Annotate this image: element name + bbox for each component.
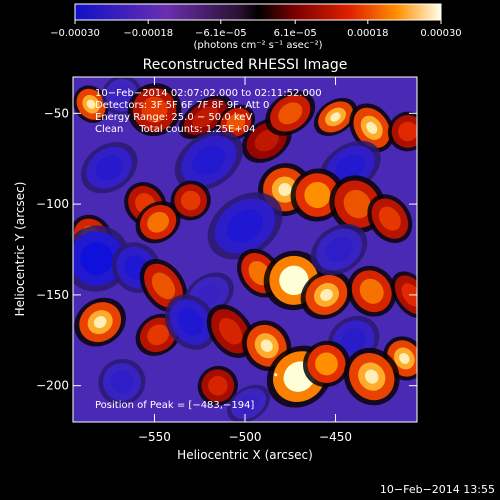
source-peak <box>286 273 302 288</box>
annotation-block: 10−Feb−2014 02:07:02.000 to 02:11:52.000… <box>95 88 322 411</box>
source-core <box>378 206 401 231</box>
image-source <box>310 223 368 276</box>
image-source <box>139 259 188 313</box>
source-peak <box>320 288 333 301</box>
footer-timestamp: 10−Feb−2014 13:55 <box>380 483 495 496</box>
source-core <box>304 181 331 209</box>
source-peak <box>399 352 410 364</box>
source-core <box>178 308 204 336</box>
source-core <box>141 96 168 123</box>
image-source <box>343 347 400 406</box>
colorbar-tick-label: 6.1e−05 <box>274 28 317 39</box>
image-source <box>302 340 350 388</box>
image-source <box>164 294 217 350</box>
source-core <box>180 190 201 211</box>
source-core <box>254 129 279 152</box>
source-core <box>359 278 384 304</box>
source-core <box>398 121 417 142</box>
image-source <box>135 201 181 244</box>
colorbar-tick-label: 0.00018 <box>347 28 388 39</box>
source-peak <box>93 316 107 329</box>
peak-marker <box>274 373 278 377</box>
image-source <box>300 270 353 320</box>
source-peak <box>278 183 292 197</box>
source-core <box>95 155 123 181</box>
y-tick-label: −200 <box>36 379 69 393</box>
image-source <box>367 194 413 244</box>
image-source <box>178 94 232 139</box>
annotation-detectors: Detectors: 3F 5F 6F 7F 8F 9F, Att 0 <box>95 100 269 111</box>
image-source <box>227 384 271 422</box>
image-source <box>127 83 182 137</box>
source-core <box>110 370 134 394</box>
x-tick-label: −450 <box>319 430 352 444</box>
annotation-clean: Clean Total counts: 1.25E+04 <box>95 124 255 135</box>
source-core <box>325 236 353 263</box>
image-source <box>73 225 131 292</box>
image-source <box>265 90 316 136</box>
source-peak <box>86 99 96 109</box>
y-tick-label: −50 <box>44 106 69 120</box>
source-core <box>80 242 113 275</box>
x-tick-label: −500 <box>229 430 262 444</box>
image-source <box>313 97 358 137</box>
colorbar-tick-label: −6.1e−05 <box>195 28 247 39</box>
image-source <box>207 192 283 260</box>
source-core <box>341 328 367 353</box>
annotation-time-range: 10−Feb−2014 02:07:02.000 to 02:11:52.000 <box>95 88 322 99</box>
source-core <box>147 324 170 346</box>
source-core <box>218 317 243 345</box>
source-peak <box>291 368 308 385</box>
y-tick-label: −100 <box>36 197 69 211</box>
source-core <box>196 283 221 306</box>
source-core <box>192 106 219 128</box>
y-axis-ticks: −50 −100 −150 −200 <box>36 106 417 393</box>
source-core <box>208 375 228 396</box>
image-source <box>74 297 126 347</box>
colorbar-ticks <box>74 20 442 24</box>
image-source <box>170 180 211 221</box>
x-tick-label: −550 <box>138 430 171 444</box>
source-core <box>335 154 365 182</box>
image-source <box>174 130 243 191</box>
colorbar-unit-label: (photons cm⁻² s⁻¹ asec⁻²) <box>193 40 322 51</box>
image-source <box>347 265 397 317</box>
image-source <box>98 358 146 406</box>
colorbar <box>74 3 442 21</box>
annotation-peak: Position of Peak = [−483,−194] <box>95 400 254 411</box>
y-tick-label: −150 <box>36 288 69 302</box>
source-core <box>147 211 170 233</box>
annotation-energy: Energy Range: 25.0 − 50.0 keV <box>95 112 252 123</box>
image-sources <box>73 77 417 422</box>
image-source <box>387 111 417 152</box>
source-core <box>278 102 303 125</box>
colorbar-tick-labels: −0.00030 −0.00018 −6.1e−05 6.1e−05 0.00018 0.… <box>50 28 462 39</box>
source-core <box>226 113 246 132</box>
image-source <box>73 85 109 124</box>
source-peak <box>330 112 341 122</box>
source-core <box>226 209 264 243</box>
source-core <box>315 352 338 376</box>
image-source <box>197 365 238 406</box>
colorbar-tick-label: −0.00030 <box>50 28 100 39</box>
source-peak <box>364 369 379 384</box>
chart-title: Reconstructed RHESSI Image <box>143 57 348 73</box>
source-core <box>343 189 371 219</box>
colorbar-tick-label: −0.00018 <box>123 28 173 39</box>
source-peak <box>366 121 378 134</box>
image-source <box>349 103 395 153</box>
image-source <box>216 104 256 141</box>
colorbar-tick-label: 0.00030 <box>420 28 461 39</box>
source-core <box>238 394 260 414</box>
x-axis-label: Heliocentric X (arcsec) <box>177 448 313 462</box>
image-source <box>206 304 255 358</box>
source-core <box>112 85 132 105</box>
source-peak <box>260 339 273 353</box>
x-axis-ticks: −550 −500 −450 <box>138 77 352 444</box>
y-axis-label: Heliocentric Y (arcsec) <box>13 182 27 317</box>
source-core <box>192 145 226 176</box>
image-source <box>80 142 138 194</box>
source-core <box>151 272 176 300</box>
